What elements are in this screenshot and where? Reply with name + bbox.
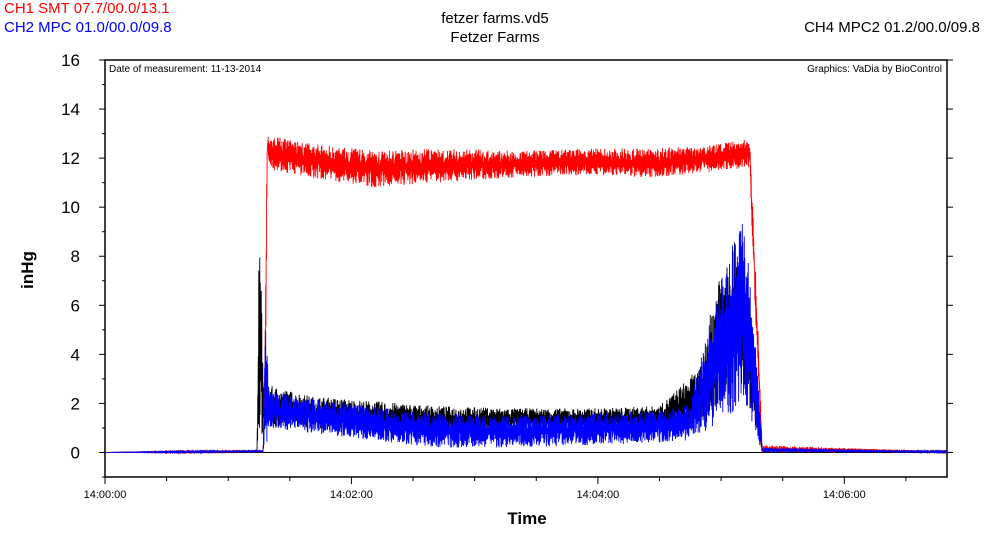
- y-tick-label: 4: [71, 345, 80, 364]
- ch4-legend-label: CH4 MPC2 01.2/00.0/09.8: [804, 19, 980, 36]
- series-line-1: [105, 223, 948, 455]
- y-axis-label: inHg: [18, 251, 37, 289]
- ch2-legend-label: CH2 MPC 01.0/00.0/09.8: [4, 19, 172, 36]
- y-tick-label: 2: [71, 394, 80, 413]
- x-axis-label: Time: [507, 509, 546, 528]
- y-tick-label: 16: [61, 51, 80, 70]
- series-group: [105, 136, 948, 455]
- x-tick-label: 14:04:00: [576, 489, 619, 501]
- y-tick-label: 8: [71, 247, 80, 266]
- series-line-0: [105, 136, 948, 455]
- x-tick-label: 14:06:00: [823, 489, 866, 501]
- graphics-credit-note: Graphics: VaDia by BioControl: [807, 64, 942, 75]
- y-tick-label: 6: [71, 296, 80, 315]
- y-tick-label: 0: [71, 443, 80, 462]
- x-tick-label: 14:02:00: [330, 489, 373, 501]
- y-tick-label: 14: [61, 100, 80, 119]
- ch1-legend-label: CH1 SMT 07.7/00.0/13.1: [4, 0, 170, 17]
- x-tick-label: 14:00:00: [84, 489, 127, 501]
- measurement-date-note: Date of measurement: 11-13-2014: [109, 64, 262, 75]
- y-tick-label: 12: [61, 149, 80, 168]
- y-tick-label: 10: [61, 198, 80, 217]
- chart-subtitle: fetzer farms.vd5: [441, 10, 549, 27]
- plot-frame: [104, 59, 948, 478]
- chart-title: Fetzer Farms: [450, 29, 540, 46]
